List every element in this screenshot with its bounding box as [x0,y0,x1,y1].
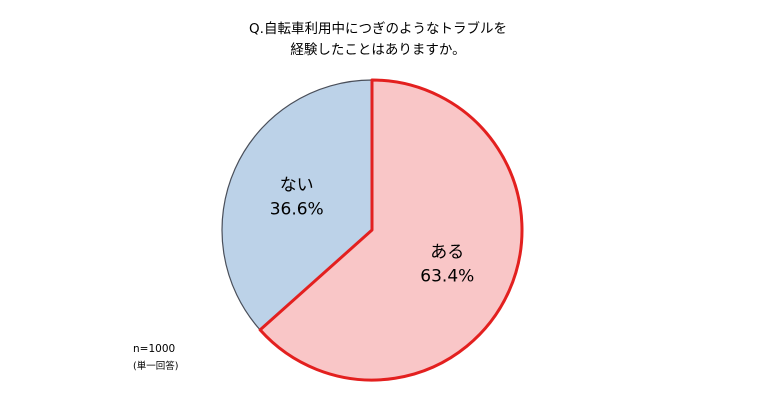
slice-value-label-aru: 63.4% [420,267,474,287]
pie-slice-nai [221,79,373,331]
slice-value-label-nai: 36.6% [270,199,324,219]
chart-title-line-1: Q.自転車利用中につぎのようなトラブルを [249,20,507,37]
pie-slice-aru [258,78,524,382]
chart-title-line-2: 経験したことはありますか。 [290,42,465,58]
pie-labels: ある 63.4% ない 36.6% [270,175,475,286]
slice-category-label-aru: ある [430,243,464,263]
answer-type-note: (単一回答) [133,360,178,372]
pie-slices [221,78,524,382]
sample-size-note: n=1000 [133,343,175,355]
slice-category-label-nai: ない [280,175,314,195]
